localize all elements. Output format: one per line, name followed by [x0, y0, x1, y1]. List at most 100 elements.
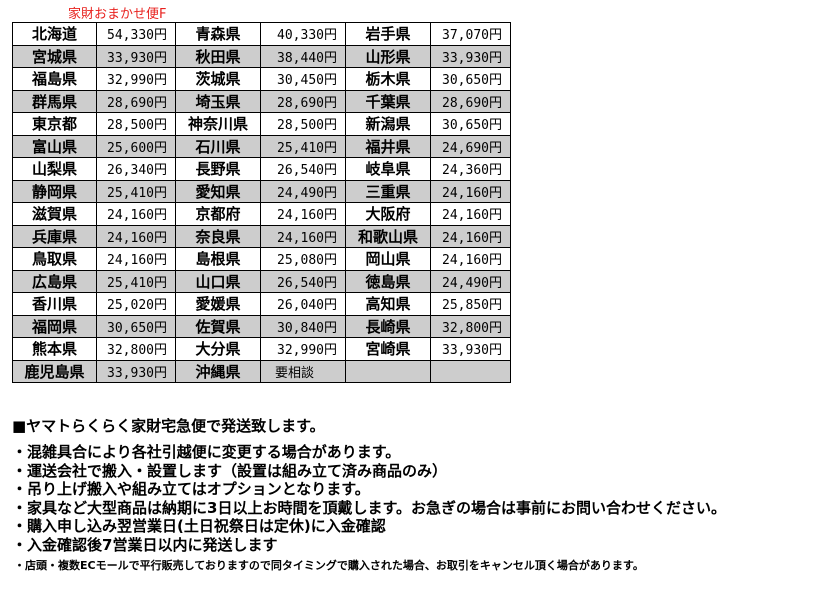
price-cell: 24,160円: [96, 224, 176, 248]
price-cell: 24,160円: [96, 202, 176, 226]
note-item: ・家具など大型商品は納期に3日以上お時間を頂戴します。お急ぎの場合は事前にお問い…: [12, 498, 726, 517]
prefecture-cell: 長野県: [175, 157, 261, 181]
prefecture-cell: 東京都: [12, 112, 97, 136]
table-row: 福岡県 30,650円 佐賀県 30,840円 長崎県 32,800円: [12, 314, 511, 338]
price-cell: 30,650円: [430, 67, 511, 91]
shipping-plan-title: 家財おまかせ便F: [68, 7, 167, 22]
price-cell: 24,490円: [430, 269, 511, 293]
price-cell: 33,930円: [430, 44, 511, 68]
notes-list: ・混雑具合により各社引越便に変更する場合があります。 ・運送会社で搬入・設置します…: [12, 443, 726, 555]
table-row: 東京都 28,500円 神奈川県 28,500円 新潟県 30,650円: [12, 112, 511, 136]
price-cell: 30,840円: [260, 314, 346, 338]
prefecture-cell: 福岡県: [12, 314, 97, 338]
shipping-rate-table: 北海道 54,330円 青森県 40,330円 岩手県 37,070円 宮城県 33,930円…: [12, 22, 511, 383]
prefecture-cell: 千葉県: [345, 89, 431, 113]
prefecture-cell: 山形県: [345, 44, 431, 68]
table-row: 富山県 25,600円 石川県 25,410円 福井県 24,690円: [12, 134, 511, 158]
price-cell: 33,930円: [96, 359, 176, 383]
prefecture-cell: 秋田県: [175, 44, 261, 68]
prefecture-cell: 三重県: [345, 179, 431, 203]
prefecture-cell: 和歌山県: [345, 224, 431, 248]
price-cell: 要相談: [260, 359, 346, 383]
price-cell: 24,160円: [260, 224, 346, 248]
prefecture-cell: 埼玉県: [175, 89, 261, 113]
price-cell: 24,160円: [430, 179, 511, 203]
prefecture-cell: 宮城県: [12, 44, 97, 68]
price-cell: 28,500円: [260, 112, 346, 136]
prefecture-cell: 鳥取県: [12, 247, 97, 271]
prefecture-cell: 愛知県: [175, 179, 261, 203]
price-cell: 24,160円: [430, 202, 511, 226]
prefecture-cell: 大分県: [175, 337, 261, 361]
prefecture-cell: 高知県: [345, 292, 431, 316]
price-cell: 32,990円: [96, 67, 176, 91]
prefecture-cell: [345, 359, 431, 383]
prefecture-cell: 青森県: [175, 22, 261, 46]
price-cell: 24,160円: [96, 247, 176, 271]
prefecture-cell: 島根県: [175, 247, 261, 271]
prefecture-cell: 山梨県: [12, 157, 97, 181]
table-row: 鹿児島県 33,930円 沖縄県 要相談: [12, 359, 511, 383]
price-cell: 25,410円: [260, 134, 346, 158]
prefecture-cell: 長崎県: [345, 314, 431, 338]
prefecture-cell: 鹿児島県: [12, 359, 97, 383]
prefecture-cell: 茨城県: [175, 67, 261, 91]
prefecture-cell: 福井県: [345, 134, 431, 158]
prefecture-cell: 京都府: [175, 202, 261, 226]
price-cell: 26,540円: [260, 269, 346, 293]
price-cell: 37,070円: [430, 22, 511, 46]
note-item: ・運送会社で搬入・設置します（設置は組み立て済み商品のみ）: [12, 461, 448, 480]
prefecture-cell: 岐阜県: [345, 157, 431, 181]
prefecture-cell: 愛媛県: [175, 292, 261, 316]
prefecture-cell: 神奈川県: [175, 112, 261, 136]
table-row: 鳥取県 24,160円 島根県 25,080円 岡山県 24,160円: [12, 247, 511, 271]
table-row: 滋賀県 24,160円 京都府 24,160円 大阪府 24,160円: [12, 202, 511, 226]
price-cell: 30,650円: [430, 112, 511, 136]
price-cell: [430, 359, 511, 383]
prefecture-cell: 徳島県: [345, 269, 431, 293]
price-cell: 32,800円: [430, 314, 511, 338]
price-cell: 26,340円: [96, 157, 176, 181]
price-cell: 24,690円: [430, 134, 511, 158]
price-cell: 28,690円: [430, 89, 511, 113]
price-cell: 32,990円: [260, 337, 346, 361]
price-cell: 40,330円: [260, 22, 346, 46]
price-cell: 30,450円: [260, 67, 346, 91]
price-cell: 38,440円: [260, 44, 346, 68]
note-item: ・入金確認後7営業日以内に発送します: [12, 535, 278, 554]
table-row: 兵庫県 24,160円 奈良県 24,160円 和歌山県 24,160円: [12, 224, 511, 248]
prefecture-cell: 福島県: [12, 67, 97, 91]
prefecture-cell: 石川県: [175, 134, 261, 158]
note-item: ・混雑具合により各社引越便に変更する場合があります。: [12, 443, 401, 461]
prefecture-cell: 兵庫県: [12, 224, 97, 248]
price-cell: 26,040円: [260, 292, 346, 316]
prefecture-cell: 静岡県: [12, 179, 97, 203]
prefecture-cell: 奈良県: [175, 224, 261, 248]
price-cell: 24,160円: [430, 224, 511, 248]
table-row: 宮城県 33,930円 秋田県 38,440円 山形県 33,930円: [12, 44, 511, 68]
price-cell: 24,160円: [260, 202, 346, 226]
table-row: 山梨県 26,340円 長野県 26,540円 岐阜県 24,360円: [12, 157, 511, 181]
price-cell: 30,650円: [96, 314, 176, 338]
table-row: 福島県 32,990円 茨城県 30,450円 栃木県 30,650円: [12, 67, 511, 91]
price-cell: 25,850円: [430, 292, 511, 316]
prefecture-cell: 岩手県: [345, 22, 431, 46]
price-cell: 33,930円: [430, 337, 511, 361]
prefecture-cell: 山口県: [175, 269, 261, 293]
prefecture-cell: 北海道: [12, 22, 97, 46]
price-cell: 33,930円: [96, 44, 176, 68]
prefecture-cell: 沖縄県: [175, 359, 261, 383]
prefecture-cell: 滋賀県: [12, 202, 97, 226]
price-cell: 24,490円: [260, 179, 346, 203]
table-row: 香川県 25,020円 愛媛県 26,040円 高知県 25,850円: [12, 292, 511, 316]
prefecture-cell: 新潟県: [345, 112, 431, 136]
price-cell: 25,410円: [96, 179, 176, 203]
price-cell: 26,540円: [260, 157, 346, 181]
prefecture-cell: 宮崎県: [345, 337, 431, 361]
price-cell: 32,800円: [96, 337, 176, 361]
prefecture-cell: 佐賀県: [175, 314, 261, 338]
prefecture-cell: 香川県: [12, 292, 97, 316]
notes-heading: ■ヤマトらくらく家財宅急便で発送致します。: [12, 417, 325, 435]
price-cell: 25,080円: [260, 247, 346, 271]
table-row: 北海道 54,330円 青森県 40,330円 岩手県 37,070円: [12, 22, 511, 46]
